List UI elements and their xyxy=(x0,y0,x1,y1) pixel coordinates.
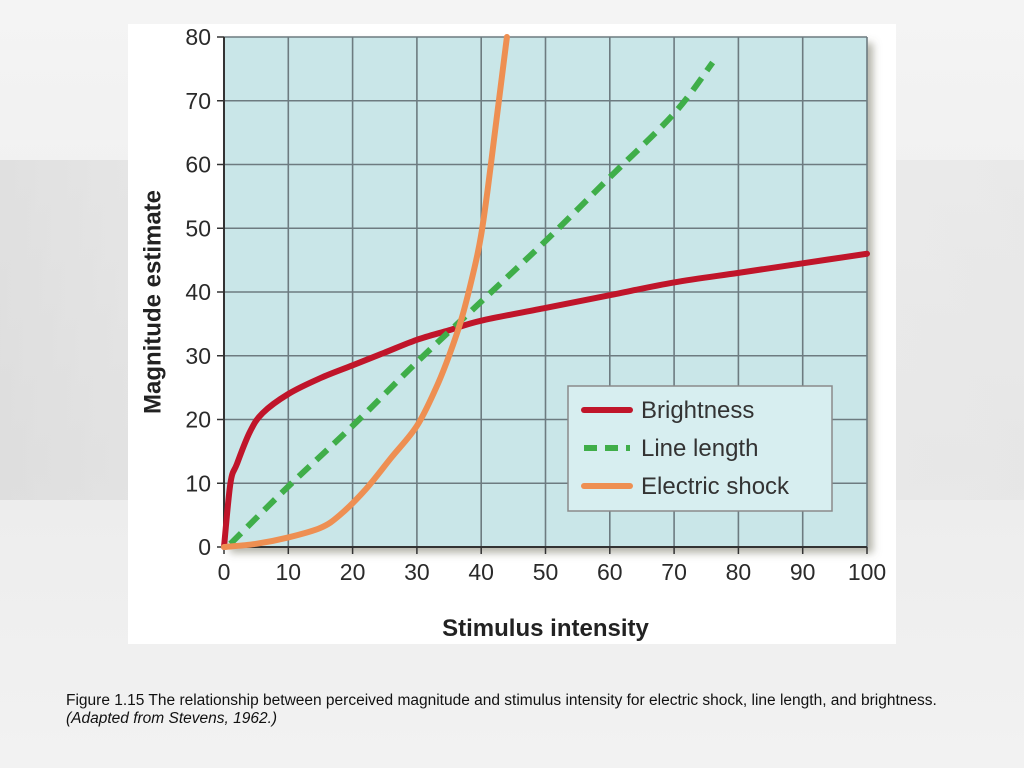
series-group xyxy=(221,34,870,550)
x-tick-label: 90 xyxy=(790,559,816,585)
y-tick-label: 0 xyxy=(198,534,211,560)
x-tick-label: 50 xyxy=(533,559,559,585)
legend-label: Electric shock xyxy=(641,473,790,500)
figure-panel: 0 10 20 30 40 50 60 70 80 90 100 0 10 20 30 40 50 60 70 80 … xyxy=(128,24,896,644)
x-tick-label: 10 xyxy=(276,559,302,585)
y-tick-label: 70 xyxy=(185,88,211,114)
x-tick-label: 30 xyxy=(404,559,430,585)
x-tick-label: 80 xyxy=(726,559,752,585)
legend: Brightness Line length Electric shock xyxy=(567,385,833,512)
series-line-brightness xyxy=(221,250,870,550)
axes: 0 10 20 30 40 50 60 70 80 90 100 0 10 20 30 40 50 60 70 80 xyxy=(185,24,886,585)
x-tick-label: 40 xyxy=(468,559,494,585)
y-tick-label: 40 xyxy=(185,279,211,305)
x-tick-label: 0 xyxy=(218,559,231,585)
series-line-line-length xyxy=(228,60,716,546)
caption-source: (Adapted from Stevens, 1962.) xyxy=(66,710,278,727)
x-tick-label: 60 xyxy=(597,559,623,585)
y-tick-label: 50 xyxy=(185,215,211,241)
y-tick-label: 80 xyxy=(185,24,211,50)
x-tick-label: 20 xyxy=(340,559,366,585)
y-tick-label: 30 xyxy=(185,343,211,369)
figure-caption: Figure 1.15 The relationship between per… xyxy=(66,692,946,728)
y-tick-label: 20 xyxy=(185,407,211,433)
x-tick-label: 100 xyxy=(848,559,886,585)
y-tick-label: 10 xyxy=(185,470,211,496)
chart: 0 10 20 30 40 50 60 70 80 90 10001020304050607080 … xyxy=(140,24,887,642)
y-tick-label: 60 xyxy=(185,152,211,178)
legend-label: Line length xyxy=(641,435,758,462)
x-axis-label: Stimulus intensity xyxy=(442,615,649,642)
caption-text: Figure 1.15 The relationship between per… xyxy=(66,692,937,709)
legend-label: Brightness xyxy=(641,397,754,424)
x-tick-label: 70 xyxy=(661,559,687,585)
y-axis-label: Magnitude estimate xyxy=(140,190,167,414)
series-line-electric-shock xyxy=(221,34,510,550)
